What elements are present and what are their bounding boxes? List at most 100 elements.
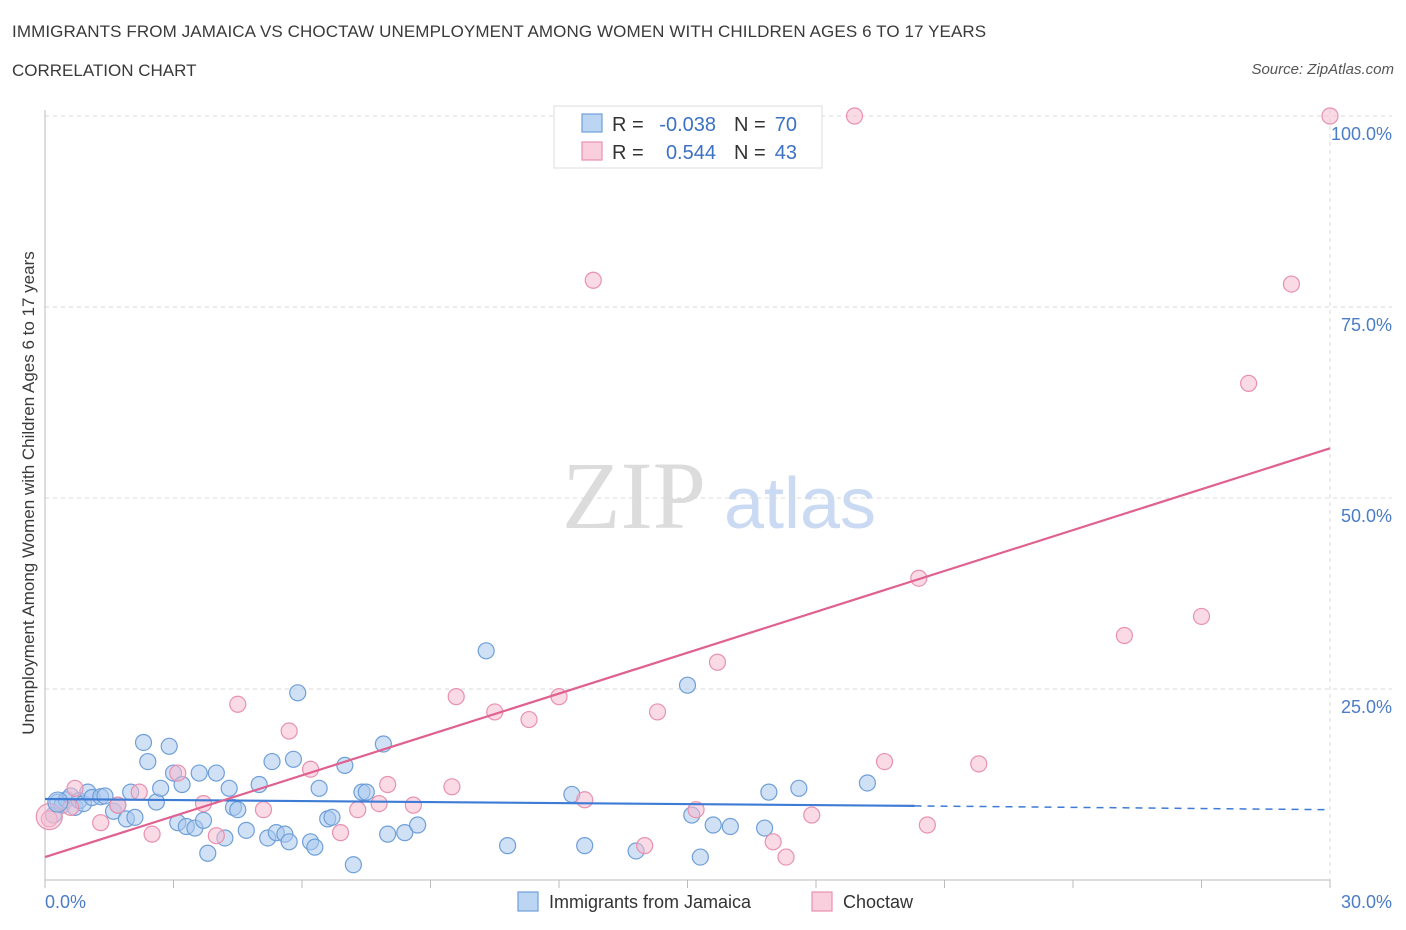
point-choctaw [708, 653, 727, 671]
point-choctaw [331, 824, 350, 842]
point-choctaw [918, 816, 936, 834]
point-jamaica [396, 824, 414, 842]
y-tick-label: 100.0% [1331, 124, 1392, 144]
point-jamaica [357, 783, 375, 801]
y-tick-label: 25.0% [1341, 697, 1392, 717]
point-choctaw [1115, 626, 1134, 645]
point-jamaica [755, 819, 774, 837]
point-choctaw [576, 791, 594, 809]
axes: 100.0% 75.0% 50.0% 25.0% 0.0% 30.0% [44, 110, 1392, 912]
stats-n-value-1: 70 [775, 114, 797, 136]
point-jamaica [858, 774, 877, 792]
source-note: Source: ZipAtlas.com [1251, 61, 1394, 78]
point-choctaw [447, 688, 465, 706]
legend: Immigrants from Jamaica Choctaw [517, 891, 914, 912]
point-choctaw [109, 796, 127, 814]
point-jamaica [190, 764, 208, 782]
point-jamaica [306, 838, 324, 856]
point-choctaw [229, 695, 247, 713]
y-tick-label: 75.0% [1341, 315, 1392, 335]
point-jamaica [691, 848, 709, 866]
point-jamaica [323, 808, 341, 826]
point-choctaw [370, 794, 388, 813]
stats-n-label-1: N = [734, 114, 766, 136]
y-axis-title: Unemployment Among Women with Children A… [19, 251, 38, 735]
stats-box: R = -0.038 N = 70 R = 0.544 N = 43 [553, 105, 823, 169]
point-choctaw [130, 783, 148, 801]
point-jamaica [229, 801, 247, 819]
point-jamaica [160, 737, 178, 755]
point-jamaica [194, 811, 213, 830]
watermark-zip: ZIP [562, 442, 706, 549]
point-choctaw [1240, 374, 1258, 392]
point-jamaica [139, 752, 157, 771]
point-choctaw [92, 814, 110, 832]
point-jamaica [289, 684, 307, 702]
legend-label-jamaica: Immigrants from Jamaica [549, 892, 752, 912]
point-jamaica [152, 779, 170, 797]
trend-lines [44, 447, 1331, 859]
stats-swatch-blue [581, 113, 603, 133]
point-choctaw [254, 801, 273, 819]
stats-r-label-2: R = [612, 142, 644, 164]
stats-swatch-pink [581, 141, 603, 161]
trend-line-jamaica-extension [914, 805, 1331, 811]
point-choctaw [280, 722, 298, 740]
point-choctaw [443, 778, 461, 796]
point-choctaw [636, 837, 654, 855]
point-choctaw [143, 825, 161, 843]
point-jamaica [263, 752, 281, 771]
point-choctaw [970, 755, 988, 773]
point-jamaica [790, 779, 808, 797]
point-jamaica [280, 833, 298, 851]
data-points [35, 107, 1339, 874]
stats-n-label-2: N = [734, 142, 766, 164]
stats-r-value-1: -0.038 [659, 114, 716, 136]
trend-line-jamaica [44, 797, 915, 807]
point-choctaw [1192, 607, 1211, 626]
chart-subtitle: CORRELATION CHART [12, 61, 197, 80]
watermark-atlas: atlas [724, 464, 876, 544]
point-choctaw [875, 752, 894, 771]
point-jamaica [704, 816, 722, 834]
point-jamaica [499, 837, 517, 855]
point-choctaw [584, 271, 602, 289]
y-tick-label: 50.0% [1341, 506, 1392, 526]
point-choctaw [845, 107, 864, 125]
point-jamaica [207, 764, 225, 782]
point-jamaica [477, 642, 495, 660]
legend-swatch-choctaw [811, 891, 833, 912]
point-jamaica [237, 821, 255, 839]
point-choctaw [764, 833, 782, 851]
point-jamaica [344, 856, 362, 874]
point-choctaw [777, 848, 795, 866]
stats-r-label-1: R = [612, 114, 644, 136]
point-jamaica [199, 844, 217, 862]
point-cluster-jamaica [47, 791, 69, 813]
point-jamaica [134, 733, 153, 752]
stats-r-value-2: 0.544 [666, 142, 716, 164]
point-jamaica [721, 817, 739, 836]
stats-n-value-2: 43 [775, 142, 797, 164]
gridlines [45, 110, 1392, 880]
trend-line-choctaw [44, 447, 1331, 859]
point-jamaica [409, 816, 427, 834]
point-jamaica [284, 750, 303, 768]
point-jamaica [126, 808, 144, 826]
point-choctaw [349, 801, 367, 819]
x-tick-label: 30.0% [1341, 892, 1392, 912]
point-jamaica [220, 779, 238, 797]
x-tick-label: 0.0% [45, 892, 86, 912]
point-choctaw [379, 775, 397, 794]
point-choctaw [648, 703, 667, 721]
point-choctaw [520, 710, 538, 729]
point-choctaw [1282, 275, 1301, 293]
point-choctaw [169, 764, 187, 782]
point-choctaw [207, 827, 225, 845]
point-jamaica [576, 837, 594, 855]
legend-swatch-jamaica [517, 891, 539, 912]
point-choctaw [404, 796, 422, 814]
point-jamaica [379, 825, 397, 843]
point-choctaw [66, 779, 84, 797]
